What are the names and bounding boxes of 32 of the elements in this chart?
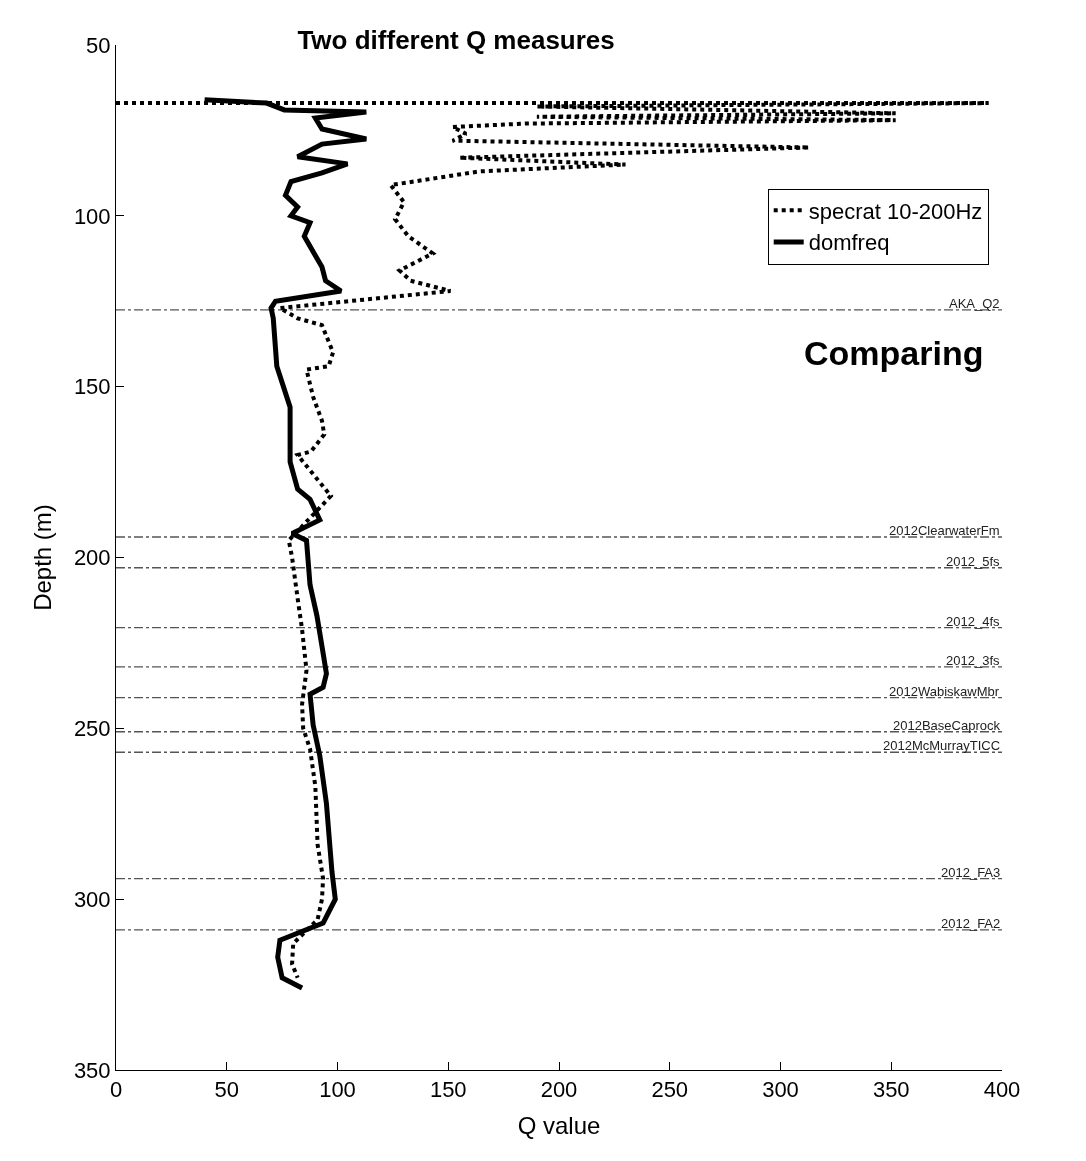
chart-title: Two different Q measures: [297, 25, 615, 56]
ref-line-label: 2012_FA3: [941, 865, 1001, 880]
x-tick-label: 400: [983, 1077, 1021, 1103]
ref-line-label: 2012ClearwaterFm: [889, 523, 1000, 538]
ref-line-label: 2012WabiskawMbr: [889, 684, 1000, 699]
ref-line-label: 2012_3fs: [946, 653, 1000, 668]
x-tick-label: 50: [214, 1077, 239, 1103]
y-tick-label: 300: [73, 886, 111, 912]
x-tick-label: 0: [109, 1077, 123, 1103]
y-tick-label: 100: [73, 203, 111, 229]
ref-line-label: 2012_FA2: [941, 916, 1001, 931]
legend-label: domfreq: [808, 230, 890, 256]
x-tick-label: 300: [762, 1077, 799, 1103]
x-axis-title: Q value: [517, 1111, 601, 1139]
x-tick-label: 150: [429, 1077, 467, 1103]
x-tick-label: 200: [540, 1077, 578, 1103]
x-tick-label: 350: [872, 1077, 910, 1103]
ref-line-label: 2012_5fs: [946, 554, 1000, 569]
y-axis-title: Depth (m): [28, 504, 56, 611]
ref-line-label: 2012BaseCaprock: [893, 718, 1001, 733]
y-tick-label: 350: [73, 1057, 111, 1083]
legend-label: specrat 10-200Hz: [808, 198, 983, 224]
y-tick-label: 50: [86, 32, 111, 58]
y-tick-label: 250: [73, 716, 111, 742]
annotation: Comparing: [804, 334, 984, 372]
y-tick-label: 150: [73, 374, 111, 400]
x-tick-label: 100: [319, 1077, 356, 1103]
y-tick-label: 200: [73, 545, 111, 571]
ref-line-label: 2012_4fs: [946, 614, 1000, 629]
ref-line-label: AKA_Q2: [949, 296, 1000, 311]
ref-line-label: 2012McMurrayTICC: [883, 738, 1001, 753]
x-tick-label: 250: [651, 1077, 689, 1103]
